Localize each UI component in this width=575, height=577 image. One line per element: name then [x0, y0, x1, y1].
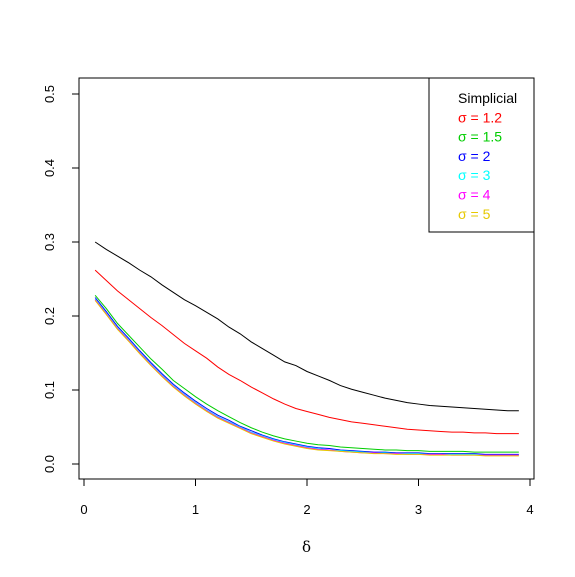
x-tick-label: 2	[303, 502, 310, 517]
legend-entry: σ = 5	[458, 206, 491, 222]
y-tick-label: 0.4	[42, 159, 57, 177]
legend-entry: σ = 1.2	[458, 109, 502, 125]
x-tick-label: 0	[80, 502, 87, 517]
y-tick-label: 0.1	[42, 381, 57, 399]
series-line-0	[94, 241, 519, 412]
legend-box	[428, 77, 535, 233]
series-line-1	[94, 269, 519, 435]
series-layer	[94, 241, 519, 457]
y-tick-label: 0.5	[42, 85, 57, 103]
x-tick-label: 1	[192, 502, 199, 517]
series-line-6	[94, 300, 519, 457]
legend-entry: σ = 3	[458, 167, 491, 183]
legend: Simplicial σ = 1.2 σ = 1.5 σ = 2 σ = 3 σ = 4 σ…	[428, 77, 535, 233]
y-tick-label: 0.0	[42, 455, 57, 473]
legend-entry: σ = 4	[458, 187, 491, 203]
y-axis: 0.0 0.1 0.2 0.3 0.4 0.5	[42, 85, 80, 473]
series-line-2	[94, 294, 519, 453]
legend-entry: σ = 2	[458, 148, 491, 164]
legend-entry: σ = 1.5	[458, 129, 502, 145]
legend-entry: Simplicial	[458, 90, 517, 106]
x-tick-label: 4	[526, 502, 533, 517]
series-line-3	[94, 297, 519, 455]
x-axis: 0 1 2 3 4	[80, 478, 534, 517]
x-axis-title: δ	[302, 538, 311, 556]
y-tick-label: 0.2	[42, 307, 57, 325]
y-tick-label: 0.3	[42, 233, 57, 251]
x-tick-label: 3	[415, 502, 422, 517]
